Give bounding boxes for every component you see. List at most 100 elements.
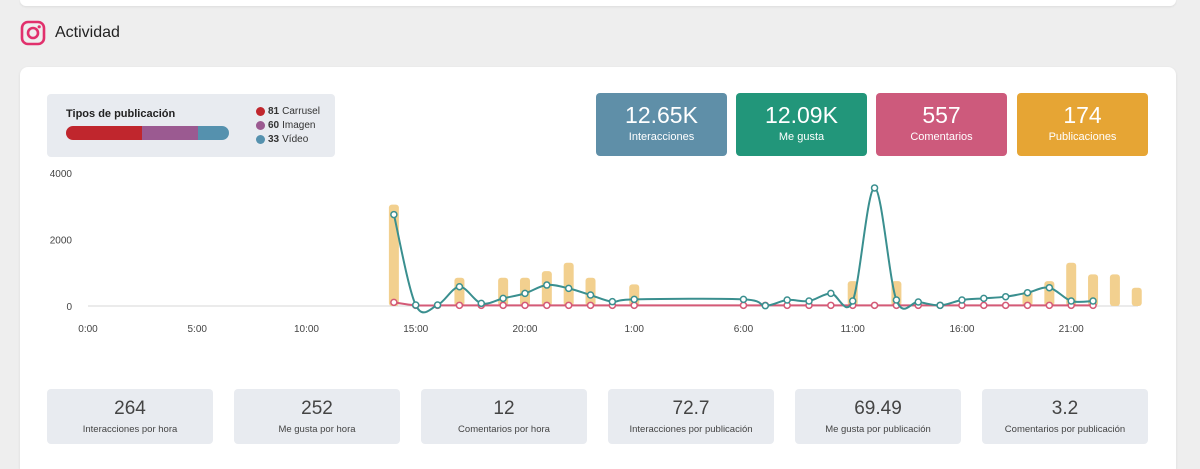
point-me-gusta [433,301,442,309]
point-comentarios [455,301,464,310]
activity-chart: 0 2000 4000 0:00 5:00 10:00 15:00 20:00 1:00 6:00… [50,169,1142,335]
y-tick-label: 0 [66,302,72,313]
point-comentarios [1023,301,1032,310]
point-comentarios [521,301,529,310]
stat-interacciones: 12.65K Interacciones [596,93,727,156]
bar-interacciones [1109,274,1120,306]
carrusel-segment [66,126,142,140]
point-comentarios [543,301,551,310]
x-tick-label: 10:00 [294,324,319,335]
point-me-gusta [455,282,464,291]
previous-card-edge [20,0,1176,6]
point-comentarios [870,301,879,310]
point-me-gusta [805,297,813,305]
stat-value: 12.09K [765,102,838,128]
point-comentarios [499,301,507,310]
point-me-gusta [1045,283,1054,292]
metric-label: Me gusta por hora [278,424,356,435]
publication-types-bar [66,126,229,140]
stat-value: 12.65K [625,102,698,128]
point-comentarios [586,301,595,310]
point-comentarios [827,301,835,310]
point-comentarios [630,301,638,310]
legend-dot-carrusel [256,106,265,116]
point-me-gusta [1089,297,1097,305]
metric-value: 69.49 [854,398,902,419]
point-me-gusta [608,297,617,306]
stat-value: 174 [1063,102,1102,128]
point-comentarios [980,301,988,310]
metric-value: 3.2 [1051,398,1079,419]
x-tick-label: 15:00 [403,324,428,335]
point-me-gusta [1023,288,1032,297]
point-me-gusta [1067,297,1075,305]
metric-label: Me gusta por publicación [825,424,931,435]
point-me-gusta [411,301,420,309]
publication-types-legend: 81 Carrusel 60 Imagen 33 Vídeo [256,104,320,146]
point-me-gusta [477,299,486,308]
metric-label: Comentarios por hora [458,424,550,435]
metric-label: Comentarios por publicación [1004,424,1126,435]
x-tick-label: 11:00 [841,324,866,335]
point-me-gusta [390,210,398,219]
section-header: Actividad [20,18,120,48]
point-me-gusta [783,296,791,304]
point-comentarios [390,298,398,307]
point-comentarios [739,301,748,310]
stat-label: Publicaciones [1048,131,1117,143]
x-tick-label: 6:00 [734,324,754,335]
stat-comentarios: 557 Comentarios [876,93,1007,156]
legend-dot-video [256,134,265,144]
legend-count: 33 [268,133,280,145]
bar-interacciones [1066,262,1077,306]
bar-interacciones [1088,274,1099,306]
publication-types-panel: Tipos de publicación 81 Carrusel 60 Imag… [47,94,335,157]
point-me-gusta [521,289,529,298]
x-tick-label: 21:00 [1059,324,1084,335]
metric-label: Interacciones por publicación [629,424,753,435]
bar-interacciones [1131,287,1142,306]
metric-value: 252 [301,398,333,419]
imagen-segment [141,126,199,140]
legend-count: 81 [268,105,280,117]
point-comentarios [1045,301,1054,310]
y-tick-label: 4000 [50,169,73,180]
point-me-gusta [827,289,835,298]
metric-label: Interacciones por hora [82,424,178,435]
point-me-gusta [761,301,770,310]
point-me-gusta [499,294,507,303]
legend-label: Imagen [282,119,316,131]
publication-types-title: Tipos de publicación [66,108,176,120]
instagram-icon [20,20,46,46]
point-me-gusta [958,296,966,304]
legend-item-video: 33 Vídeo [256,132,320,146]
bar-interacciones [563,262,574,306]
point-comentarios [564,301,573,310]
point-me-gusta [1001,292,1010,301]
x-tick-label: 20:00 [512,324,537,335]
point-me-gusta [739,295,748,304]
metric-me-gusta-por-hora: 252 Me gusta por hora [234,389,400,444]
metric-me-gusta-por-publicacion: 69.49 Me gusta por publicación [795,389,961,444]
metric-interacciones-por-hora: 264 Interacciones por hora [47,389,213,444]
metric-value: 12 [493,398,515,419]
x-tick-label: 5:00 [188,324,208,335]
legend-label: Vídeo [282,133,309,145]
bar-interacciones [388,204,399,306]
stat-me-gusta: 12.09K Me gusta [736,93,867,156]
video-segment [198,126,229,140]
stat-label: Me gusta [778,131,825,143]
point-me-gusta [936,301,944,310]
activity-card: Tipos de publicación 81 Carrusel 60 Imag… [20,67,1176,469]
point-comentarios [1001,301,1010,310]
point-me-gusta [870,184,879,192]
stat-label: Interacciones [628,131,695,143]
legend-item-imagen: 60 Imagen [256,118,320,132]
metric-comentarios-por-hora: 12 Comentarios por hora [421,389,587,444]
point-me-gusta [630,295,638,304]
metric-interacciones-por-publicacion: 72.7 Interacciones por publicación [608,389,774,444]
legend-label: Carrusel [282,105,320,117]
point-me-gusta [564,284,573,293]
stat-publicaciones: 174 Publicaciones [1017,93,1148,156]
x-tick-label: 1:00 [624,324,644,335]
